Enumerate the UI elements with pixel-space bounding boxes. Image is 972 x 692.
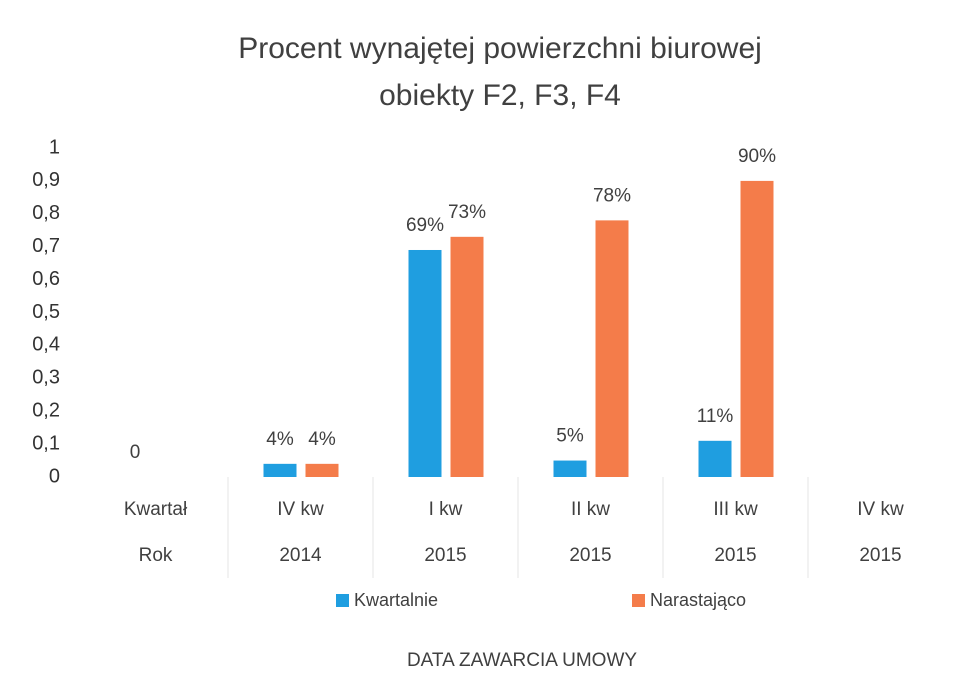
y-tick-label: 1 [49,136,60,158]
bar [263,463,297,477]
y-tick-label: 0,9 [32,169,60,191]
bar [595,220,629,477]
bar [408,249,442,477]
bar [698,440,732,477]
data-label: 69% [406,215,444,236]
data-label: 11% [697,406,734,427]
data-label: 90% [738,146,776,167]
x-group-label: Rok [139,545,173,566]
legend-swatch [632,594,645,607]
x-tick-label: IV kw [857,499,904,520]
data-label: 5% [556,426,584,447]
data-label: 4% [308,429,336,450]
legend-label: Narastająco [650,590,746,610]
bar [450,236,484,477]
bar [305,463,339,477]
data-label: 73% [448,202,486,223]
x-group-label: 2014 [279,545,322,566]
chart-subtitle: obiekty F2, F3, F4 [379,79,621,112]
x-axis-title: DATA ZAWARCIA UMOWY [407,650,637,671]
data-label: 4% [266,429,294,450]
y-tick-label: 0,2 [32,399,60,421]
x-tick-label: III kw [713,499,758,520]
x-group-label: 2015 [714,545,756,566]
y-tick-label: 0,5 [32,301,60,323]
data-label: 0 [130,442,141,463]
legend-swatch [336,594,349,607]
x-group-label: 2015 [424,545,466,566]
y-tick-label: 0,3 [32,367,60,389]
bar [740,180,774,477]
chart-title: Procent wynajętej powierzchni biurowej [238,32,762,65]
x-tick-label: I kw [429,499,463,520]
x-tick-label: II kw [571,499,610,520]
data-label: 78% [593,185,631,206]
legend-label: Kwartalnie [354,590,438,610]
bar [553,460,587,477]
x-group-label: 2015 [859,545,901,566]
y-tick-label: 0,1 [32,432,60,454]
y-tick-label: 0,8 [32,202,60,224]
y-tick-label: 0 [49,465,60,487]
x-tick-label: IV kw [277,499,324,520]
y-tick-label: 0,7 [32,235,60,257]
y-tick-label: 0,6 [32,268,60,290]
y-tick-label: 0,4 [32,334,60,356]
x-tick-label: Kwartał [124,499,188,520]
x-group-label: 2015 [569,545,611,566]
